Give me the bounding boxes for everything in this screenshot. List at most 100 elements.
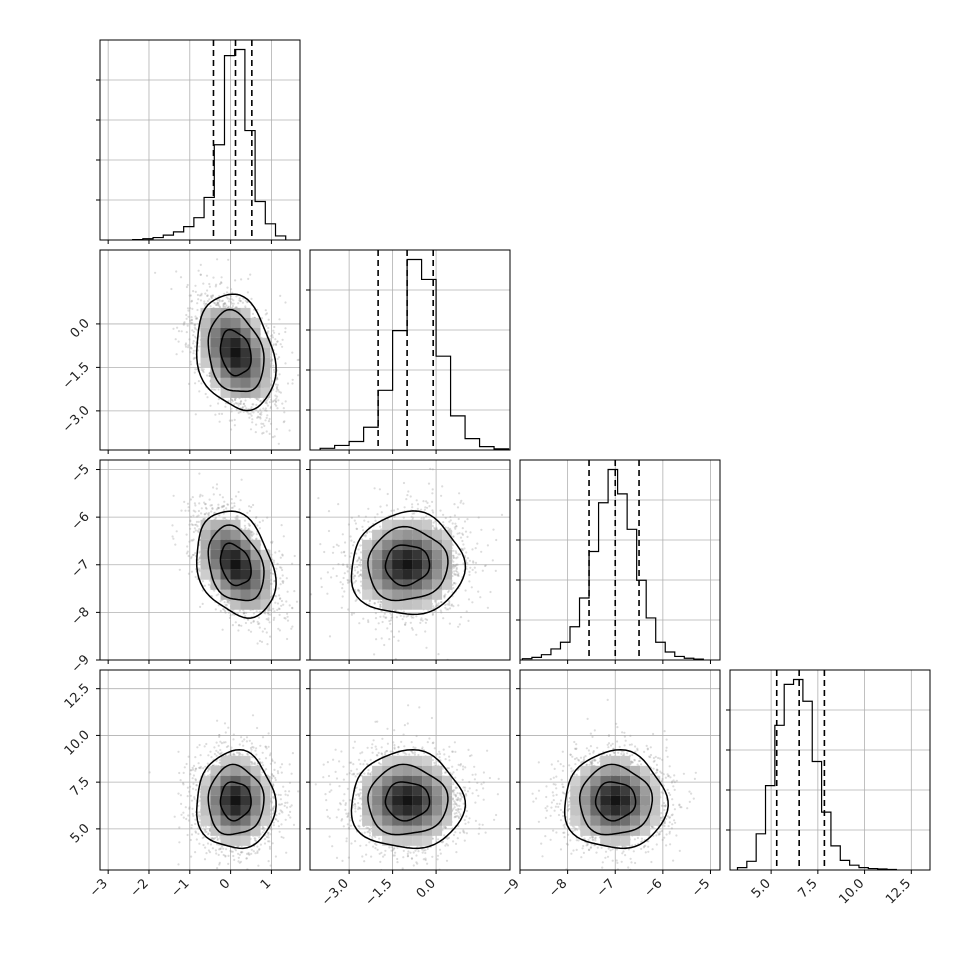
scatter-point: [256, 620, 259, 624]
contour-line: [207, 308, 265, 393]
scatter-point: [226, 601, 229, 604]
scatter-point: [285, 600, 288, 603]
scatter-point: [194, 523, 197, 526]
scatter-point: [202, 518, 205, 521]
scatter-point: [218, 420, 221, 423]
scatter-point: [230, 498, 233, 501]
scatter-point: [188, 523, 191, 526]
scatter-point: [187, 382, 191, 385]
scatter-point: [191, 321, 194, 324]
scatter-point: [190, 570, 194, 573]
scatter-point: [235, 402, 239, 405]
density-cell: [200, 317, 211, 328]
scatter-point: [279, 556, 282, 559]
scatter-point: [251, 418, 254, 421]
scatter-point: [250, 410, 253, 413]
scatter-point: [286, 590, 289, 593]
scatter-point: [442, 513, 445, 516]
scatter-point: [192, 352, 195, 355]
scatter-point: [397, 630, 401, 633]
scatter-point: [230, 401, 233, 404]
scatter-point: [286, 382, 290, 385]
scatter-point: [269, 405, 273, 408]
histogram-step: [319, 258, 510, 450]
scatter-point: [222, 302, 225, 306]
scatter-point: [267, 618, 270, 622]
scatter-point: [191, 553, 194, 557]
scatter-point: [194, 335, 197, 338]
scatter-point: [192, 334, 195, 337]
scatter-point: [215, 508, 218, 511]
scatter-point: [217, 388, 220, 391]
scatter-point: [266, 516, 269, 519]
scatter-point: [251, 421, 254, 424]
scatter-point: [260, 426, 263, 429]
scatter-point: [190, 299, 194, 302]
scatter-point: [211, 507, 214, 510]
scatter-point: [217, 402, 220, 405]
scatter-point: [213, 302, 216, 305]
scatter-point: [276, 340, 279, 343]
density-cell: [240, 539, 251, 550]
scatter-point: [234, 398, 237, 401]
scatter-point: [270, 609, 273, 612]
scatter-point: [210, 294, 213, 297]
scatter-point: [257, 616, 261, 619]
scatter-point: [212, 276, 215, 279]
scatter-point: [429, 467, 432, 470]
scatter-point: [247, 412, 250, 415]
density-cell: [220, 519, 231, 530]
panel-frame: [99, 249, 301, 451]
scatter-point: [254, 431, 257, 434]
scatter-point: [220, 300, 223, 303]
scatter-point: [353, 581, 356, 584]
scatter-point: [244, 399, 247, 402]
scatter-point: [278, 356, 281, 359]
scatter-point: [450, 603, 454, 606]
scatter-point: [198, 294, 202, 297]
density-cell: [240, 377, 251, 388]
scatter-point: [280, 566, 283, 570]
scatter-point: [192, 514, 195, 517]
scatter-point: [224, 405, 227, 408]
scatter-point: [275, 404, 278, 407]
scatter-point: [337, 544, 340, 547]
scatter-point: [192, 342, 195, 345]
scatter-point: [284, 400, 287, 403]
scatter-point: [186, 324, 189, 327]
scatter-point: [220, 281, 223, 285]
scatter-point: [267, 612, 270, 615]
scatter-point: [189, 498, 192, 501]
scatter-point: [198, 363, 201, 366]
scatter-point: [466, 535, 469, 539]
scatter-point: [461, 547, 464, 551]
scatter-point: [247, 618, 250, 621]
scatter-point: [235, 306, 238, 309]
joint-panel-2-0: −5−6−7−8−9: [69, 459, 301, 676]
scatter-point: [275, 390, 278, 393]
scatter-point: [210, 595, 214, 598]
scatter-point: [194, 368, 197, 371]
scatter-point: [174, 543, 177, 546]
scatter-point: [177, 330, 181, 333]
scatter-point: [293, 590, 296, 593]
scatter-point: [246, 618, 249, 621]
density-cell: [230, 559, 241, 570]
scatter-point: [189, 520, 192, 523]
scatter-point: [275, 400, 278, 403]
scatter-point: [230, 399, 234, 402]
scatter-point: [224, 603, 227, 607]
density-cell: [230, 327, 241, 338]
density-cell: [250, 569, 261, 580]
scatter-point: [222, 504, 226, 507]
scatter-point: [272, 329, 275, 332]
scatter-point: [188, 294, 191, 297]
scatter-point: [200, 292, 203, 295]
scatter-point: [283, 411, 286, 414]
scatter-point: [291, 351, 294, 354]
scatter-point: [210, 296, 213, 300]
scatter-point: [206, 294, 209, 297]
density-cell: [260, 377, 271, 388]
scatter-point: [260, 422, 263, 425]
density-cell: [250, 387, 261, 398]
